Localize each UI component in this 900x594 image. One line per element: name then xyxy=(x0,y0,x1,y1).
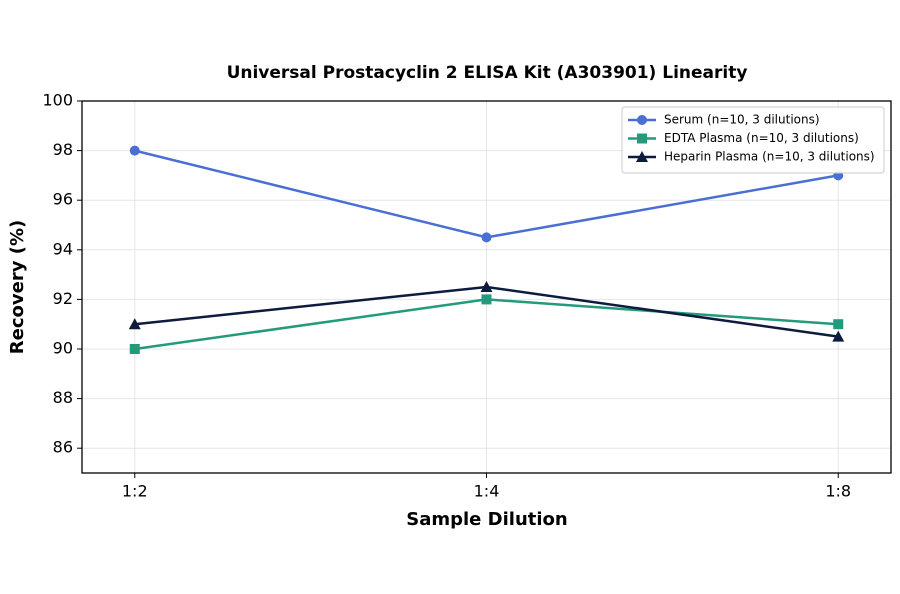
y-tick-label: 92 xyxy=(53,289,73,308)
legend-label: EDTA Plasma (n=10, 3 dilutions) xyxy=(664,131,859,145)
x-axis-label: Sample Dilution xyxy=(406,509,567,530)
data-point xyxy=(481,294,492,305)
y-tick-label: 88 xyxy=(53,388,73,407)
legend-label: Heparin Plasma (n=10, 3 dilutions) xyxy=(664,150,875,164)
y-tick-label: 98 xyxy=(53,140,73,159)
x-tick-label: 1:4 xyxy=(474,482,500,501)
y-tick-label: 96 xyxy=(53,190,73,209)
y-axis-label: Recovery (%) xyxy=(7,220,28,354)
data-point xyxy=(129,145,140,156)
y-tick-label: 100 xyxy=(42,91,73,110)
data-point xyxy=(481,232,492,243)
x-tick-label: 1:8 xyxy=(825,482,851,501)
x-tick-label: 1:2 xyxy=(122,482,148,501)
y-tick-label: 94 xyxy=(53,239,73,258)
data-point xyxy=(832,330,845,342)
data-point xyxy=(128,318,141,330)
plot-frame xyxy=(81,100,892,474)
data-point xyxy=(129,344,140,354)
y-tick-label: 86 xyxy=(53,438,73,457)
y-tick-label: 90 xyxy=(53,339,73,358)
chart-title: Universal Prostacyclin 2 ELISA Kit (A303… xyxy=(227,63,748,83)
data-point xyxy=(480,281,493,292)
legend-label: Serum (n=10, 3 dilutions) xyxy=(664,113,820,127)
legend-marker xyxy=(637,115,647,125)
legend-marker xyxy=(637,133,647,144)
legend-marker xyxy=(636,151,648,162)
legend-box xyxy=(621,106,885,174)
data-point xyxy=(833,319,844,330)
